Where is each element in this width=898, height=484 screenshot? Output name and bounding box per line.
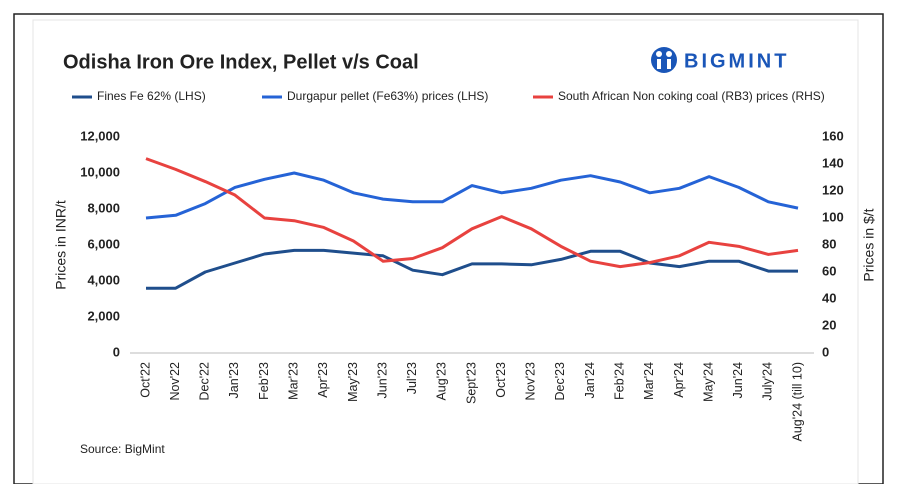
- y2-tick-label: 100: [822, 209, 844, 224]
- y-tick-label: 10,000: [80, 164, 120, 179]
- y2-tick-label: 80: [822, 236, 836, 251]
- y2-tick-label: 120: [822, 182, 844, 197]
- x-tick-label: Oct'23: [494, 362, 508, 398]
- legend-label: South African Non coking coal (RB3) pric…: [558, 89, 825, 103]
- y2-tick-label: 160: [822, 128, 844, 143]
- x-tick-label: Feb'23: [257, 362, 271, 400]
- legend-label: Durgapur pellet (Fe63%) prices (LHS): [287, 89, 488, 103]
- y2-tick-label: 140: [822, 155, 844, 170]
- x-tick-label: Jul'23: [405, 362, 419, 394]
- x-tick-label: Aug'24 (till 10): [790, 362, 804, 442]
- y2-tick-label: 20: [822, 317, 836, 332]
- x-tick-label: Apr'24: [672, 362, 686, 398]
- chart-title: Odisha Iron Ore Index, Pellet v/s Coal: [63, 51, 419, 73]
- y-tick-label: 2,000: [87, 308, 120, 323]
- x-tick-label: Nov'23: [524, 362, 538, 401]
- y-tick-label: 12,000: [80, 128, 120, 143]
- y2-tick-label: 0: [822, 344, 829, 359]
- x-tick-label: Feb'24: [612, 362, 626, 400]
- y-tick-label: 6,000: [87, 236, 120, 251]
- x-tick-label: Apr'23: [316, 362, 330, 398]
- x-tick-label: Mar'23: [286, 362, 300, 400]
- x-tick-label: Oct'22: [138, 362, 152, 398]
- x-tick-label: Mar'24: [642, 362, 656, 400]
- y2-axis-label: Prices in $/t: [861, 208, 877, 281]
- x-tick-label: Dec'23: [553, 362, 567, 401]
- logo-icon: [651, 47, 677, 73]
- y-tick-label: 8,000: [87, 200, 120, 215]
- source: Source: BigMint: [80, 442, 165, 456]
- series-line: [145, 171, 799, 220]
- legend-label: Fines Fe 62% (LHS): [97, 89, 206, 103]
- x-tick-label: May'23: [346, 362, 360, 402]
- series-line: [145, 157, 799, 269]
- card: [32, 19, 859, 484]
- y-tick-label: 4,000: [87, 272, 120, 287]
- x-tick-label: Jun'23: [375, 362, 389, 398]
- y2-tick-label: 60: [822, 263, 836, 278]
- x-tick-label: Aug'23: [435, 362, 449, 401]
- y-tick-label: 0: [113, 344, 120, 359]
- x-tick-label: July'24: [761, 362, 775, 401]
- x-tick-label: Sept'23: [464, 362, 478, 404]
- x-tick-label: Jun'24: [731, 362, 745, 398]
- y2-tick-label: 40: [822, 290, 836, 305]
- y-axis-label: Prices in INR/t: [53, 200, 69, 290]
- series-line: [146, 248, 798, 290]
- frame: [13, 13, 884, 484]
- x-tick-label: Jan'23: [227, 362, 241, 398]
- x-tick-label: Nov'22: [168, 362, 182, 401]
- logo: BIGMINT: [684, 50, 789, 72]
- x-tick-label: Dec'22: [198, 362, 212, 401]
- x-tick-label: May'24: [701, 362, 715, 402]
- x-tick-label: Jan'24: [583, 362, 597, 398]
